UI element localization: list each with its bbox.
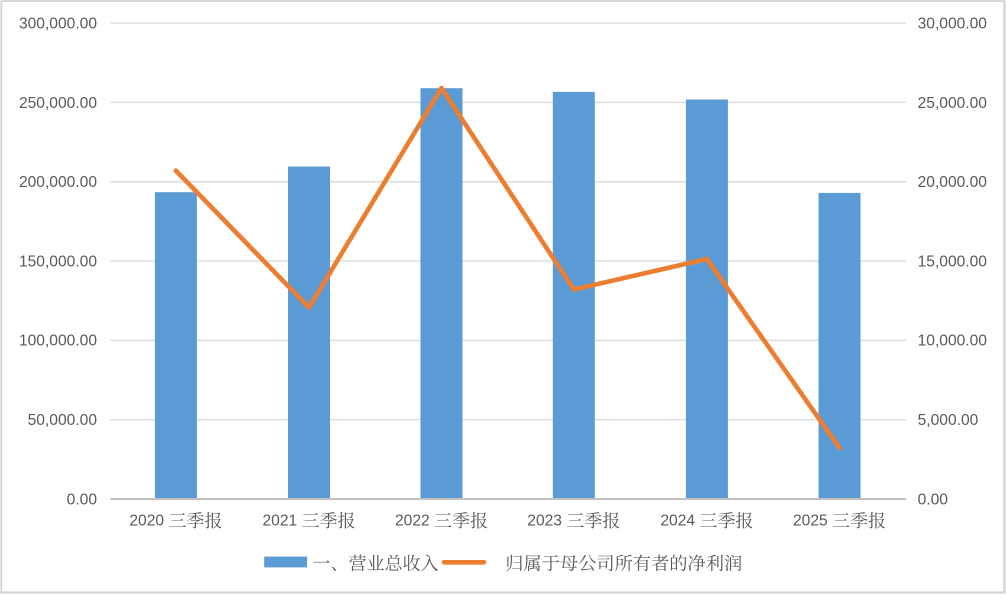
svg-text:2020: 2020 [129, 512, 164, 529]
svg-text:0.00: 0.00 [67, 491, 98, 508]
svg-text:150,000.00: 150,000.00 [19, 253, 97, 270]
svg-text:100,000.00: 100,000.00 [19, 333, 97, 350]
svg-text:2024: 2024 [660, 512, 695, 529]
svg-text:10,000.00: 10,000.00 [918, 333, 988, 350]
svg-text:250,000.00: 250,000.00 [19, 95, 97, 112]
svg-text:0.00: 0.00 [918, 491, 949, 508]
svg-text:2022: 2022 [395, 512, 430, 529]
svg-text:2021: 2021 [262, 512, 297, 529]
svg-text:2025: 2025 [793, 512, 828, 529]
svg-text:25,000.00: 25,000.00 [918, 95, 988, 112]
svg-text:30,000.00: 30,000.00 [918, 15, 988, 32]
svg-text:2023: 2023 [527, 512, 562, 529]
svg-text:5,000.00: 5,000.00 [918, 412, 979, 429]
svg-text:200,000.00: 200,000.00 [19, 174, 97, 191]
svg-text:15,000.00: 15,000.00 [918, 253, 988, 270]
svg-text:50,000.00: 50,000.00 [28, 412, 98, 429]
svg-text:20,000.00: 20,000.00 [918, 174, 988, 191]
svg-text:300,000.00: 300,000.00 [19, 15, 97, 32]
